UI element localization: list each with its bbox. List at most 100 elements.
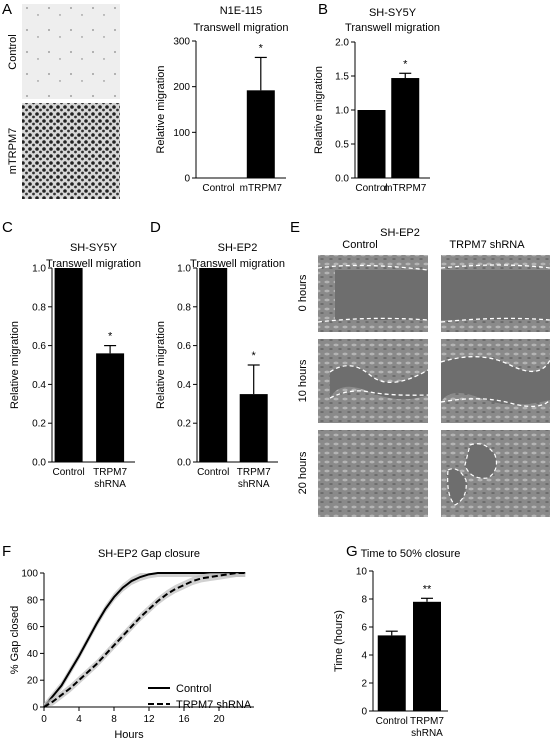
category-label: shRNA bbox=[94, 479, 126, 490]
gap-edge-top bbox=[329, 365, 429, 384]
significance-marker: * bbox=[403, 58, 408, 70]
y-tick-label: 4 bbox=[361, 651, 367, 662]
panel-label-b: B bbox=[318, 1, 328, 18]
category-label: TRPM7 bbox=[93, 467, 127, 478]
gap-remnant bbox=[464, 443, 498, 479]
gap-edge-bottom bbox=[317, 317, 429, 323]
category-label: Control bbox=[202, 183, 234, 194]
y-tick-label: 10 bbox=[356, 567, 368, 578]
y-tick-label: 0.2 bbox=[32, 419, 46, 430]
significance-marker: * bbox=[259, 42, 264, 54]
panel-label-e: E bbox=[290, 219, 300, 236]
significance-marker: ** bbox=[423, 583, 432, 595]
gap-remnant bbox=[447, 468, 467, 506]
panel-label-a: A bbox=[2, 1, 12, 18]
micrograph-control-20h bbox=[318, 430, 428, 517]
chart-subtitle: Transwell migration bbox=[46, 258, 141, 270]
panel-e-col-control: Control bbox=[342, 239, 377, 251]
y-tick-label: 80 bbox=[27, 595, 39, 606]
x-tick-label: 8 bbox=[111, 714, 117, 725]
x-tick-label: 12 bbox=[143, 714, 155, 725]
category-label: mTRPM7 bbox=[384, 183, 427, 194]
chart-d: SH-EP2 Transwell migration 0.0 0.2 0.4 0.6 0.8… bbox=[155, 242, 285, 490]
y-axis-label: Relative migration bbox=[155, 65, 167, 153]
chart-title: Time to 50% closure bbox=[361, 548, 461, 560]
bar bbox=[413, 601, 441, 711]
y-axis-label: Relative migration bbox=[313, 66, 325, 154]
bar bbox=[239, 394, 268, 462]
chart-subtitle: Transwell migration bbox=[190, 258, 285, 270]
chart-title: SH-SY5Y bbox=[70, 242, 118, 254]
y-tick-label: 1.0 bbox=[32, 264, 46, 275]
chart-b: SH-SY5Y Transwell migration 0.0 0.5 1.0 1.5 2.… bbox=[313, 7, 440, 194]
y-axis-label: Relative migration bbox=[155, 321, 167, 409]
control-micrograph-label: Control bbox=[7, 34, 19, 69]
bar bbox=[54, 268, 83, 462]
y-tick-label: 300 bbox=[173, 37, 190, 48]
y-tick-label: 1.0 bbox=[335, 106, 349, 117]
gap-region-control-10h bbox=[330, 365, 428, 400]
y-tick-label: 0.8 bbox=[177, 302, 191, 313]
panel-label-c: C bbox=[2, 219, 13, 236]
panel-label-f: F bbox=[2, 543, 11, 560]
legend-label: TRPM7 shRNA bbox=[176, 699, 252, 711]
y-tick-label: 8 bbox=[361, 595, 367, 606]
bar bbox=[199, 268, 228, 462]
gap-edge-top bbox=[317, 264, 429, 271]
category-label: shRNA bbox=[238, 479, 270, 490]
y-tick-label: 1.5 bbox=[335, 72, 349, 83]
category-label: Control bbox=[376, 716, 408, 727]
gap-edge-bottom bbox=[440, 398, 550, 407]
gap-edge-top bbox=[440, 356, 550, 372]
series-error-band bbox=[44, 573, 246, 707]
category-label: Control bbox=[197, 467, 229, 478]
y-tick-label: 0.8 bbox=[32, 302, 46, 313]
category-label: TRPM7 bbox=[410, 716, 444, 727]
chart-title: N1E-115 bbox=[220, 5, 263, 17]
chart-subtitle: Transwell migration bbox=[194, 22, 289, 34]
series-line bbox=[43, 572, 246, 708]
y-axis-label: Time (hours) bbox=[333, 610, 345, 672]
y-tick-label: 0.6 bbox=[177, 341, 191, 352]
category-label: Control bbox=[355, 183, 387, 194]
panel-e-row-0h: 0 hours bbox=[297, 274, 309, 311]
y-tick-label: 0.4 bbox=[177, 380, 191, 391]
panel-e-col-shrna: TRPM7 shRNA bbox=[449, 239, 525, 251]
chart-title: SH-EP2 bbox=[218, 242, 258, 254]
panel-e-row-20h: 20 hours bbox=[297, 451, 309, 494]
control-micrograph bbox=[22, 4, 120, 99]
y-tick-label: 0.0 bbox=[335, 174, 349, 185]
y-axis-label: % Gap closed bbox=[9, 606, 21, 674]
chart-f: SH-EP2 Gap closure 0 20 40 60 80 100 0 4 8 12 16 20 H… bbox=[9, 548, 254, 741]
gap-region-control-0h bbox=[335, 270, 428, 320]
y-tick-label: 100 bbox=[173, 128, 190, 139]
y-tick-label: 60 bbox=[27, 622, 39, 633]
chart-title: SH-SY5Y bbox=[369, 7, 417, 19]
y-tick-label: 0 bbox=[32, 703, 38, 714]
gap-region-shrna-10h bbox=[441, 356, 550, 405]
chart-c: SH-SY5Y Transwell migration 0.0 0.2 0.4 0.6 0.… bbox=[9, 242, 141, 490]
significance-marker: * bbox=[108, 331, 113, 343]
significance-marker: * bbox=[252, 350, 257, 362]
category-label: TRPM7 bbox=[237, 467, 271, 478]
y-axis-label: Relative migration bbox=[9, 321, 21, 409]
y-tick-label: 0.2 bbox=[177, 419, 191, 430]
x-tick-label: 4 bbox=[76, 714, 82, 725]
y-tick-label: 200 bbox=[173, 82, 190, 93]
y-tick-label: 1.0 bbox=[177, 264, 191, 275]
chart-subtitle: Transwell migration bbox=[345, 22, 440, 34]
chart-title: SH-EP2 Gap closure bbox=[98, 548, 200, 560]
mtrpm7-micrograph bbox=[22, 103, 120, 199]
x-tick-label: 16 bbox=[178, 714, 190, 725]
y-tick-label: 100 bbox=[21, 569, 38, 580]
panel-e-row-10h: 10 hours bbox=[297, 359, 309, 402]
y-tick-label: 0.4 bbox=[32, 380, 46, 391]
y-tick-label: 0 bbox=[184, 174, 190, 185]
x-tick-label: 20 bbox=[213, 714, 225, 725]
bar bbox=[357, 110, 386, 178]
chart-a: N1E-115 Transwell migration 0 100 200 300 Rela… bbox=[155, 5, 288, 194]
panel-label-d: D bbox=[150, 219, 161, 236]
y-tick-label: 20 bbox=[27, 676, 39, 687]
